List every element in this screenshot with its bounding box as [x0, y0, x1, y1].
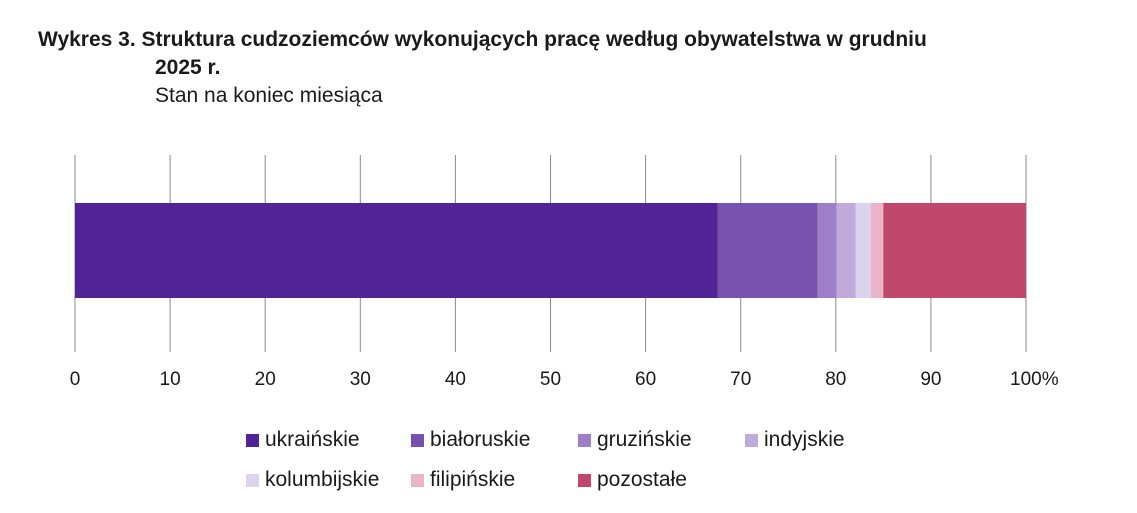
legend-item: kolumbijskie — [246, 468, 411, 492]
bar-segment-pozostałe — [883, 203, 1026, 298]
legend-item: filipińskie — [411, 468, 578, 492]
x-tick-label: 50 — [540, 369, 561, 390]
x-tick-label: 0 — [70, 369, 81, 390]
chart-title: Wykres 3. Struktura cudzoziemców wykonuj… — [38, 28, 927, 51]
x-tick-label: 40 — [445, 369, 466, 390]
legend-swatch — [411, 433, 424, 447]
legend-row: kolumbijskie filipińskie pozostałe — [246, 460, 946, 500]
legend-swatch — [578, 473, 591, 487]
x-tick-label: 90 — [920, 369, 941, 390]
legend-swatch — [411, 473, 424, 487]
bar-segment-filipińskie — [870, 203, 884, 298]
legend-item: ukraińskie — [246, 428, 411, 452]
legend-label: białoruskie — [430, 428, 531, 451]
bar-segment-ukraińskie — [75, 203, 718, 298]
legend-item: gruzińskie — [578, 428, 745, 452]
chart-title-block: Wykres 3. Struktura cudzoziemców wykonuj… — [38, 26, 1118, 110]
legend-item: pozostałe — [578, 468, 745, 492]
stacked-bar-chart: 0 10 20 30 40 50 60 70 80 90 100% — [70, 155, 1059, 390]
legend-swatch — [578, 433, 591, 447]
bar-segment-kolumbijskie — [855, 203, 871, 298]
x-tick-label: 80 — [825, 369, 846, 390]
x-tick-label: 20 — [255, 369, 276, 390]
bar-segment-białoruskie — [717, 203, 818, 298]
x-tick-label: 30 — [350, 369, 371, 390]
bar-segments — [75, 203, 1026, 298]
legend-label: filipińskie — [430, 468, 516, 491]
legend-item: indyjskie — [745, 428, 885, 452]
bar-segment-indyjskie — [836, 203, 856, 298]
legend-item: białoruskie — [411, 428, 578, 452]
legend: ukraińskie białoruskie gruzińskie indyjskie… — [246, 420, 946, 500]
x-tick-label: 10 — [160, 369, 181, 390]
x-tick-label: 100% — [1010, 369, 1059, 390]
legend-label: ukraińskie — [265, 428, 360, 451]
x-axis-tick-labels: 0 10 20 30 40 50 60 70 80 90 100% — [70, 369, 1059, 390]
chart-title-continuation: 2025 r. — [155, 56, 221, 79]
bar-segment-gruzińskie — [817, 203, 837, 298]
legend-swatch — [246, 473, 259, 487]
legend-swatch — [246, 433, 259, 447]
legend-label: pozostałe — [597, 468, 687, 491]
x-tick-label: 60 — [635, 369, 656, 390]
legend-swatch — [745, 433, 758, 447]
legend-label: indyjskie — [764, 428, 845, 451]
legend-label: gruzińskie — [597, 428, 692, 451]
legend-label: kolumbijskie — [265, 468, 380, 491]
chart-subtitle: Stan na koniec miesiąca — [155, 84, 383, 107]
legend-row: ukraińskie białoruskie gruzińskie indyjskie — [246, 420, 946, 460]
x-tick-label: 70 — [730, 369, 751, 390]
